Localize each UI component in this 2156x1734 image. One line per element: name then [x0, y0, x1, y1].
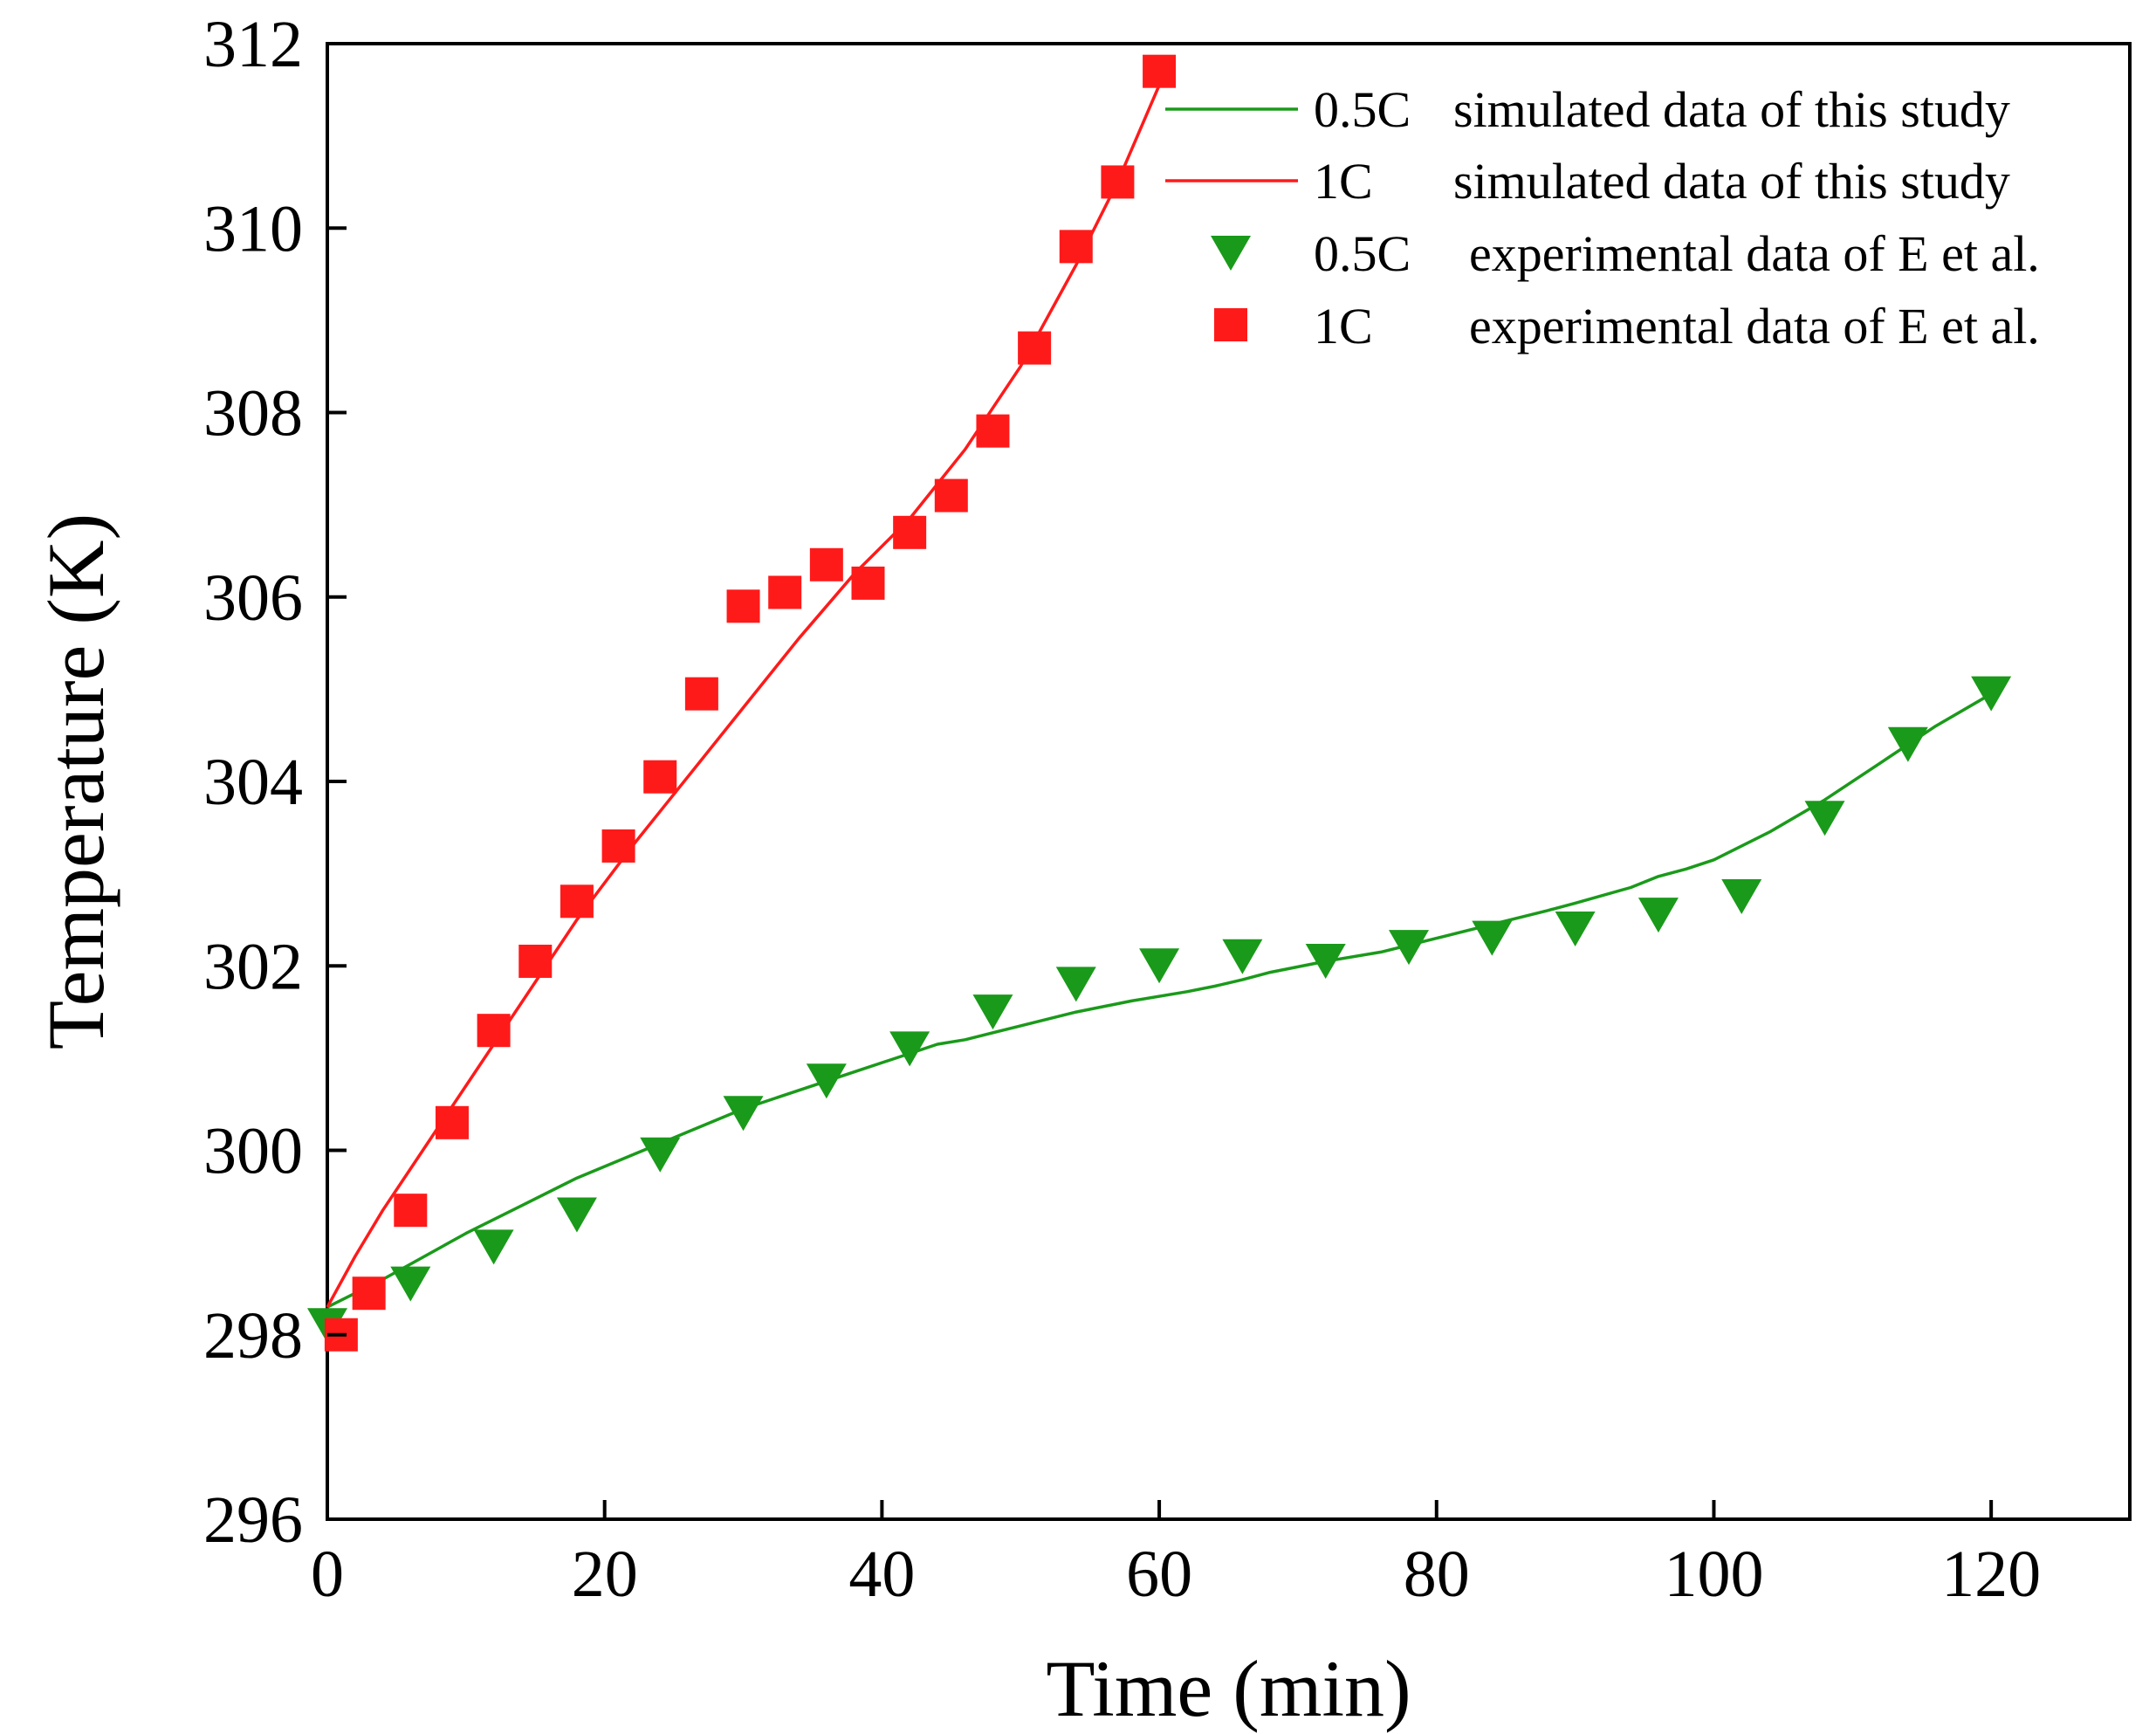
y-tick-label: 302 [203, 930, 303, 1003]
x-tick-label: 120 [1941, 1538, 2041, 1611]
data-point-triangle [1305, 943, 1346, 979]
x-axis-title: Time (min) [1046, 1644, 1411, 1733]
data-point-triangle [1389, 930, 1429, 966]
data-point-square [1018, 331, 1052, 365]
data-point-square [518, 944, 553, 978]
data-point-square [934, 478, 968, 513]
y-axis-title: Temperature (K) [31, 513, 120, 1049]
legend-rate: 1C [1314, 153, 1373, 210]
data-point-triangle [889, 1031, 930, 1067]
data-point-square [893, 515, 927, 549]
data-point-triangle [390, 1266, 431, 1302]
series-layer [307, 54, 2012, 1352]
legend: 0.5C simulated data of this study 1C simula… [1165, 81, 2040, 354]
data-point-square [394, 1194, 428, 1228]
data-point-triangle [1971, 676, 2012, 712]
legend-label: experimental data of E et al. [1469, 225, 2040, 282]
x-tick-label: 60 [1126, 1538, 1192, 1611]
legend-label: simulated data of this study [1453, 81, 2010, 138]
legend-triangle-swatch [1211, 236, 1251, 271]
data-point-square [352, 1276, 386, 1311]
x-tick-label: 100 [1664, 1538, 1763, 1611]
data-point-triangle [1721, 879, 1762, 915]
legend-rate: 0.5C [1314, 81, 1411, 138]
data-point-triangle [1139, 948, 1180, 984]
data-point-square [1143, 54, 1177, 88]
y-tick-label: 308 [203, 377, 303, 451]
data-point-square [684, 677, 718, 711]
data-point-triangle [1804, 801, 1845, 836]
data-point-square [643, 760, 677, 794]
data-point-square [477, 1014, 511, 1048]
data-point-triangle [1222, 939, 1263, 974]
legend-rate: 0.5C [1314, 225, 1411, 282]
x-tick-label: 0 [311, 1538, 344, 1611]
data-point-triangle [1887, 726, 1928, 762]
data-point-square [1059, 230, 1093, 264]
legend-square-swatch [1214, 308, 1247, 341]
data-point-triangle [806, 1063, 847, 1099]
data-point-square [768, 575, 802, 609]
axes-layer: 0 20 40 60 80 100 120 296 298 300 302 304 306 308 310 3… [203, 8, 2041, 1611]
data-point-square [726, 589, 760, 623]
y-tick-label: 304 [203, 746, 303, 819]
data-point-square [560, 884, 594, 919]
y-tick-label: 306 [203, 561, 303, 635]
legend-label: experimental data of E et al. [1469, 298, 2040, 354]
data-point-triangle [1638, 898, 1679, 933]
data-point-square [601, 829, 635, 863]
x-tick-label: 20 [572, 1538, 638, 1611]
legend-label: simulated data of this study [1453, 153, 2010, 210]
data-point-square [1101, 165, 1135, 199]
data-point-triangle [473, 1229, 514, 1265]
data-point-triangle [1055, 967, 1096, 1002]
data-point-square [809, 547, 843, 581]
x-tick-label: 40 [848, 1538, 915, 1611]
data-point-triangle [1555, 912, 1596, 946]
y-tick-label: 312 [203, 8, 303, 81]
y-tick-label: 310 [203, 192, 303, 265]
data-point-triangle [640, 1137, 681, 1173]
y-tick-label: 298 [203, 1299, 303, 1373]
data-point-triangle [723, 1096, 764, 1132]
x-tick-label: 80 [1404, 1538, 1470, 1611]
y-tick-label: 296 [203, 1483, 303, 1557]
y-tick-label: 300 [203, 1115, 303, 1188]
data-point-square [435, 1105, 469, 1139]
data-point-triangle [972, 994, 1013, 1030]
series-line-0 [326, 692, 1993, 1309]
data-point-square [976, 414, 1010, 448]
data-point-triangle [1472, 920, 1513, 956]
legend-rate: 1C [1314, 298, 1373, 354]
data-point-triangle [556, 1197, 597, 1233]
data-point-square [851, 566, 885, 600]
